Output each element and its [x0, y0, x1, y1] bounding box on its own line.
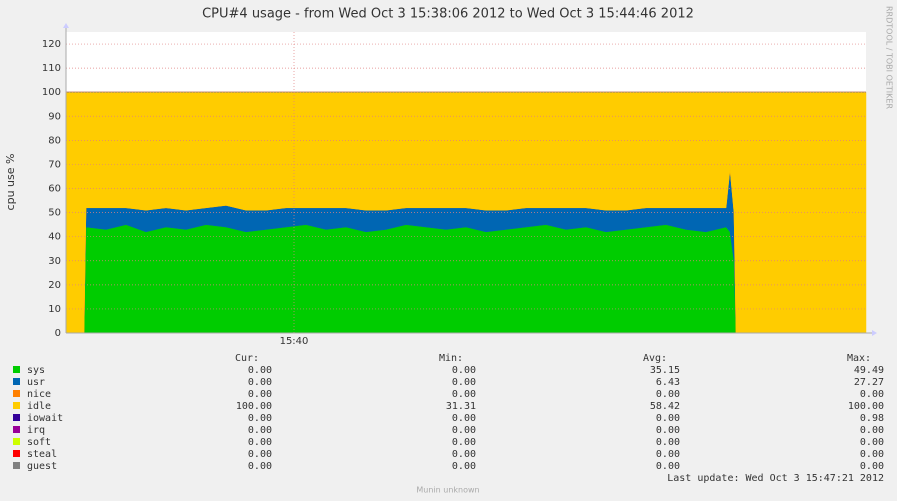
y-axis-arrow: [63, 23, 69, 28]
table-cell: 0.00: [656, 449, 680, 460]
y-tick-label: 90: [48, 111, 61, 122]
y-axis-label: cpu use %: [4, 154, 17, 211]
table-cell: 0.00: [656, 389, 680, 400]
table-cell: 0.00: [452, 449, 476, 460]
table-cell: 0.00: [656, 413, 680, 424]
legend-label: steal: [27, 449, 57, 460]
table-cell: 0.00: [452, 437, 476, 448]
y-tick-label: 50: [48, 208, 61, 219]
table-cell: 0.00: [452, 461, 476, 472]
legend-label: nice: [27, 389, 51, 400]
y-tick-label: 20: [48, 280, 61, 291]
legend-swatch: [13, 450, 20, 457]
legend-label: idle: [27, 401, 51, 412]
y-tick-label: 10: [48, 304, 61, 315]
table-cell: 0.00: [656, 425, 680, 436]
legend-swatch: [13, 462, 20, 469]
x-axis-arrow: [872, 330, 877, 336]
table-cell: 6.43: [656, 377, 680, 388]
y-tick-label: 120: [42, 39, 61, 50]
y-tick-label: 0: [55, 328, 61, 339]
table-cell: 0.00: [248, 437, 272, 448]
y-tick-label: 30: [48, 256, 61, 267]
table-cell: 0.00: [452, 377, 476, 388]
table-cell: 0.00: [860, 437, 884, 448]
ticks: 0 10 20 30 40 50 60 70 80 90 100 110 120 15:40: [42, 39, 309, 347]
legend-swatch: [13, 366, 20, 373]
table-cell: 0.00: [248, 365, 272, 376]
legend-swatch: [13, 402, 20, 409]
table-cell: 0.98: [860, 413, 884, 424]
table-cell: 31.31: [446, 401, 476, 412]
table-cell: 49.49: [854, 365, 884, 376]
legend-label: iowait: [27, 413, 63, 424]
table-cell: 0.00: [860, 425, 884, 436]
table-cell: 100.00: [236, 401, 272, 412]
legend-label: irq: [27, 425, 45, 436]
legend-swatch: [13, 438, 20, 445]
table-cell: 0.00: [248, 425, 272, 436]
table-header: Min:: [439, 353, 463, 364]
table-cell: 35.15: [650, 365, 680, 376]
table-cell: 0.00: [452, 389, 476, 400]
y-tick-label: 60: [48, 184, 61, 195]
y-tick-label: 100: [42, 87, 61, 98]
legend-label: guest: [27, 461, 57, 472]
table-cell: 0.00: [656, 437, 680, 448]
y-tick-label: 70: [48, 159, 61, 170]
table-cell: 100.00: [848, 401, 884, 412]
table-cell: 0.00: [656, 461, 680, 472]
table-cell: 0.00: [860, 461, 884, 472]
table-cell: 58.42: [650, 401, 680, 412]
table-cell: 0.00: [452, 413, 476, 424]
table-cell: 27.27: [854, 377, 884, 388]
table-header: Avg:: [643, 353, 667, 364]
legend-swatch: [13, 426, 20, 433]
table-cell: 0.00: [248, 461, 272, 472]
table-cell: 0.00: [248, 413, 272, 424]
legend: Cur: Min: Avg: Max:sys 0.00 0.00 35.15 49.49usr…: [13, 353, 884, 472]
chart-title: CPU#4 usage - from Wed Oct 3 15:38:06 20…: [202, 7, 694, 22]
table-header: Max:: [847, 353, 871, 364]
table-cell: 0.00: [452, 425, 476, 436]
y-tick-label: 40: [48, 232, 61, 243]
table-header: Cur:: [235, 353, 259, 364]
table-cell: 0.00: [248, 377, 272, 388]
x-tick-label: 15:40: [280, 336, 309, 347]
legend-label: usr: [27, 377, 45, 388]
legend-swatch: [13, 414, 20, 421]
legend-label: soft: [27, 437, 51, 448]
legend-label: sys: [27, 365, 45, 376]
footer: Munin unknown: [416, 486, 479, 495]
table-cell: 0.00: [248, 389, 272, 400]
table-cell: 0.00: [452, 365, 476, 376]
table-cell: 0.00: [248, 449, 272, 460]
y-tick-label: 80: [48, 135, 61, 146]
table-cell: 0.00: [860, 449, 884, 460]
y-tick-label: 110: [42, 63, 61, 74]
last-update: Last update: Wed Oct 3 15:47:21 2012: [667, 473, 884, 484]
legend-swatch: [13, 378, 20, 385]
areas: [65, 91, 867, 334]
table-cell: 0.00: [860, 389, 884, 400]
side-label: RRDTOOL / TOBI OETIKER: [885, 6, 894, 109]
legend-swatch: [13, 390, 20, 397]
